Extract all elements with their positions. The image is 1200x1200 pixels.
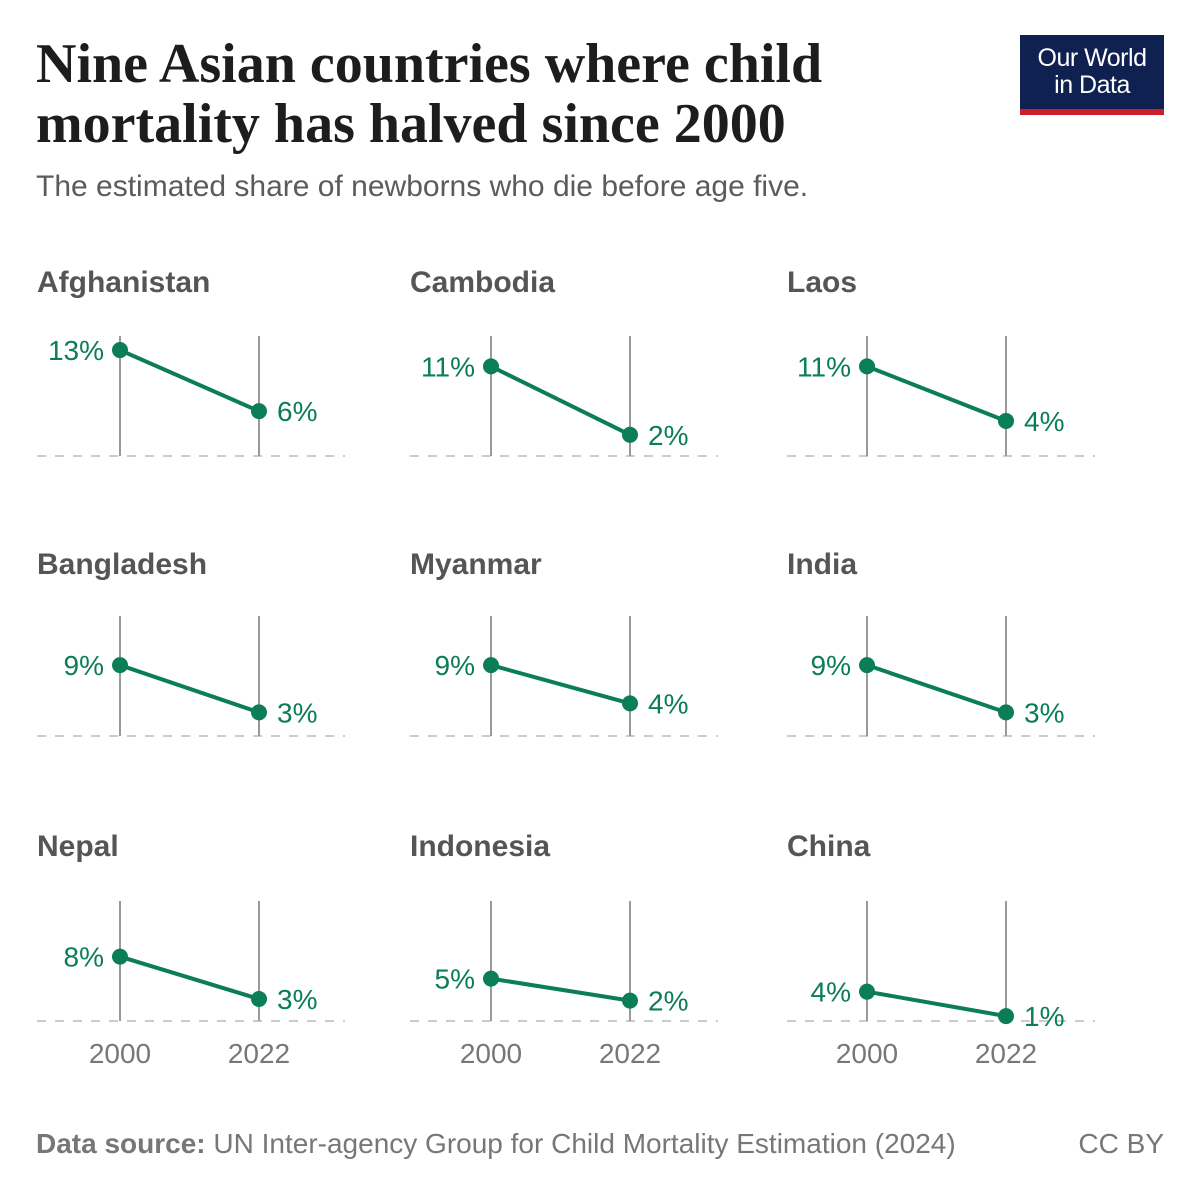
data-label-2022: 2%	[648, 986, 688, 1017]
series-line	[866, 663, 1007, 715]
series-line	[866, 364, 1007, 423]
x-tick-label: 2000	[836, 1038, 898, 1069]
data-label-2022: 4%	[648, 688, 688, 719]
data-point-2000	[859, 657, 875, 674]
panel-title: India	[787, 548, 857, 581]
series-line	[119, 954, 260, 1001]
data-label-2022: 6%	[277, 396, 317, 427]
data-label-2000: 9%	[64, 650, 104, 681]
chart-subtitle: The estimated share of newborns who die …	[36, 170, 809, 203]
series-line	[490, 976, 631, 1003]
panel-title: Indonesia	[410, 830, 550, 863]
x-tick-label: 2022	[599, 1038, 661, 1069]
data-point-2022	[622, 992, 638, 1009]
data-source: Data source: UN Inter-agency Group for C…	[36, 1128, 956, 1160]
data-label-2022: 4%	[1024, 406, 1064, 437]
series-line	[119, 348, 260, 414]
data-label-2022: 1%	[1024, 1001, 1064, 1032]
data-point-2022	[251, 403, 267, 420]
data-point-2022	[251, 704, 267, 721]
data-point-2022	[622, 426, 638, 443]
footer: Data source: UN Inter-agency Group for C…	[36, 1128, 1164, 1160]
data-point-2000	[483, 657, 499, 674]
panel-title: Bangladesh	[37, 548, 207, 581]
x-tick-label: 2000	[89, 1038, 151, 1069]
x-tick-label: 2000	[460, 1038, 522, 1069]
data-point-2000	[859, 358, 875, 375]
data-point-2000	[112, 948, 128, 965]
data-point-2022	[998, 412, 1014, 429]
logo-line-2: in Data	[1054, 71, 1130, 99]
data-label-2000: 11%	[421, 351, 475, 382]
panel-title: Nepal	[37, 830, 119, 863]
series-line	[490, 663, 631, 706]
owid-logo[interactable]: Our World in Data	[1020, 35, 1164, 115]
data-label-2000: 13%	[48, 335, 104, 366]
license[interactable]: CC BY	[1078, 1128, 1164, 1159]
data-point-2000	[483, 970, 499, 987]
source-text: UN Inter-agency Group for Child Mortalit…	[213, 1128, 956, 1159]
data-label-2000: 9%	[811, 650, 851, 681]
data-label-2000: 8%	[64, 942, 104, 973]
data-label-2000: 11%	[797, 351, 851, 382]
data-label-2000: 9%	[435, 650, 475, 681]
panel-title: Myanmar	[410, 548, 542, 581]
data-label-2022: 2%	[648, 420, 688, 451]
data-point-2022	[622, 695, 638, 712]
chart-title: Nine Asian countries where child mortali…	[36, 33, 823, 155]
series-line	[490, 364, 631, 437]
data-point-2000	[483, 358, 499, 375]
series-line	[866, 989, 1007, 1019]
source-label: Data source:	[36, 1128, 206, 1159]
data-point-2022	[998, 1008, 1014, 1025]
series-line	[119, 663, 260, 715]
panel-title: China	[787, 830, 871, 863]
data-point-2022	[251, 990, 267, 1007]
data-point-2000	[112, 342, 128, 359]
panel-title: Afghanistan	[37, 266, 210, 299]
x-tick-label: 2022	[228, 1038, 290, 1069]
data-label-2022: 3%	[1024, 697, 1064, 728]
data-label-2000: 4%	[811, 977, 851, 1008]
data-point-2000	[112, 657, 128, 674]
logo-line-1: Our World	[1037, 44, 1147, 72]
data-point-2000	[859, 983, 875, 1000]
data-label-2000: 5%	[435, 964, 475, 995]
panel-title: Cambodia	[410, 266, 555, 299]
panel-title: Laos	[787, 266, 857, 299]
x-tick-label: 2022	[975, 1038, 1037, 1069]
data-point-2022	[998, 704, 1014, 721]
data-label-2022: 3%	[277, 697, 317, 728]
data-label-2022: 3%	[277, 984, 317, 1015]
